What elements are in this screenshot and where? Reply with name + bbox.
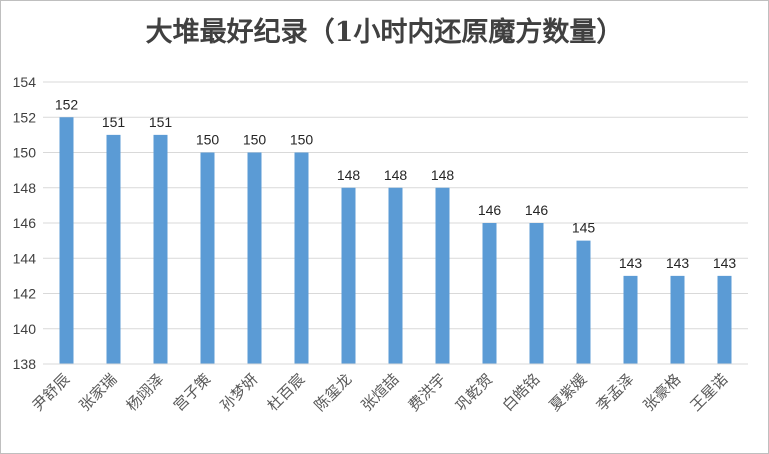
bar: [482, 223, 497, 364]
bar: [200, 152, 215, 364]
y-tick-label: 154: [13, 74, 37, 90]
x-tick-label: 李孟泽: [593, 370, 638, 415]
y-tick-label: 152: [13, 109, 37, 125]
y-tick-label: 142: [13, 286, 37, 302]
bar: [435, 187, 450, 364]
x-axis: 尹舒辰 张家瑞 杨翊泽 宫子策 孙梦妍 杜百宸 陈玺龙 张煊喆 费洪宇 巩乾贺 白皓铭 夏紫媛 李孟泽张…: [29, 363, 748, 415]
bar: [388, 187, 403, 364]
y-tick-label: 148: [13, 180, 37, 196]
bar: [59, 117, 74, 364]
x-tick-label: 王星诺: [687, 370, 732, 415]
x-tick-label: 张煊喆: [358, 370, 403, 415]
bar: [623, 275, 638, 364]
chart-title: 大堆最好纪录（1小时内还原魔方数量）: [145, 17, 624, 48]
bar: [106, 134, 121, 364]
x-tick-label: 尹舒辰: [29, 370, 74, 415]
y-tick-label: 140: [13, 321, 37, 337]
data-label: 143: [713, 255, 737, 271]
x-tick-label: 杜百宸: [264, 370, 309, 415]
y-axis: 138 140 142 144 146 148 150 152 154: [13, 74, 37, 372]
x-tick-label: 张家瑞: [76, 370, 121, 415]
x-tick-label: 费洪宇: [405, 370, 450, 415]
bar: [717, 275, 732, 364]
data-label: 151: [102, 114, 126, 130]
bar: [153, 134, 168, 364]
x-tick-label: 宫子策: [170, 370, 215, 415]
data-label: 150: [290, 132, 314, 148]
bar: [529, 223, 544, 364]
data-label: 148: [431, 167, 455, 183]
x-tick-label: 陈玺龙: [311, 370, 356, 415]
y-tick-label: 138: [13, 356, 37, 372]
data-label: 146: [525, 202, 549, 218]
data-label: 146: [478, 202, 502, 218]
data-label: 150: [196, 132, 220, 148]
data-label: 152: [55, 96, 79, 112]
x-tick-label: 张豪格: [640, 370, 685, 415]
y-tick-label: 146: [13, 215, 37, 231]
data-label: 143: [666, 255, 690, 271]
x-tick-label: 巩乾贺: [452, 370, 497, 415]
data-label: 143: [619, 255, 643, 271]
data-label: 145: [572, 220, 596, 236]
data-label: 151: [149, 114, 173, 130]
bars: [59, 117, 732, 364]
bar: [247, 152, 262, 364]
bar: [294, 152, 309, 364]
data-label: 148: [384, 167, 408, 183]
data-label: 150: [243, 132, 267, 148]
bar: [576, 240, 591, 364]
bar: [341, 187, 356, 364]
x-tick-label: 杨翊泽: [123, 370, 168, 415]
data-labels: 152 151 151 150 150 150 148 148 148 146 146 145 143 1…: [55, 96, 737, 271]
y-tick-label: 150: [13, 145, 37, 161]
x-tick-label: 孙梦妍: [217, 370, 262, 415]
x-tick-label: 夏紫媛: [546, 370, 591, 415]
bar: [670, 275, 685, 364]
data-label: 148: [337, 167, 361, 183]
x-tick-label: 白皓铭: [499, 370, 544, 415]
y-tick-label: 144: [13, 250, 37, 266]
